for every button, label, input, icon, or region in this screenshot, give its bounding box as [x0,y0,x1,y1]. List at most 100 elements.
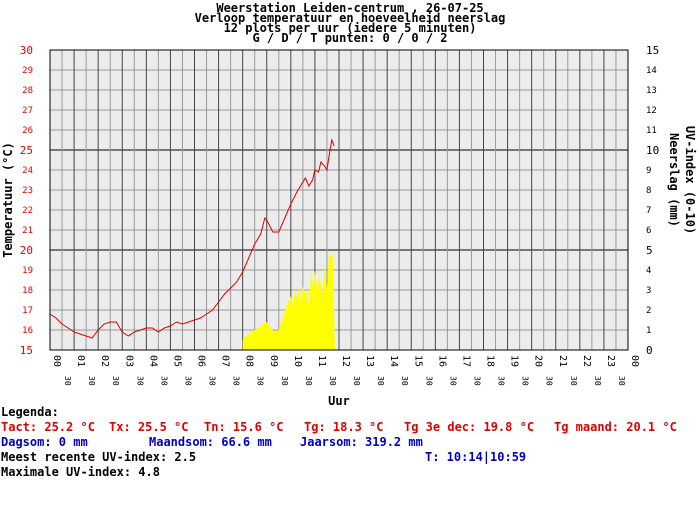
x-tick-label: 23 [605,355,616,367]
x-tick-label: 11 [316,355,327,367]
legend-tact: Tact: 25.2 °C [1,420,95,434]
x-minor-tick-label: 30 [63,376,72,386]
x-axis-label: Uur [328,394,350,408]
y-tick-label: 25 [20,144,33,157]
y2-tick-label: 2 [646,306,651,316]
x-minor-tick-label: 30 [521,376,530,386]
x-tick-label: 02 [99,355,110,367]
x-tick-label: 12 [340,355,351,367]
x-minor-tick-label: 30 [135,376,144,386]
x-tick-label: 20 [533,355,544,367]
legend-uv-time: T: 10:14|10:59 [425,450,527,464]
y2-tick-label: 12 [646,106,657,116]
y-tick-label: 17 [22,306,33,316]
legend-tn: Tn: 15.6 °C [204,420,284,434]
x-minor-tick-label: 30 [545,376,554,386]
x-tick-label: 14 [388,355,399,367]
y-tick-label: 23 [22,186,33,196]
x-tick-label: 06 [196,355,207,367]
y-tick-label: 16 [22,326,33,336]
y-tick-label: 21 [22,226,33,236]
y-tick-label: 18 [22,286,33,296]
legend-dagsom: Dagsom: 0 mm [1,435,88,449]
x-minor-tick-label: 30 [256,376,265,386]
x-minor-tick-label: 30 [87,376,96,386]
x-tick-label: 00 [629,355,640,367]
legend-uv-max: Maximale UV-index: 4.8 [1,465,160,479]
x-minor-tick-label: 30 [304,376,313,386]
y3-axis-label: UV-index (0-10) [683,126,697,234]
legend-jaarsom: Jaarsom: 319.2 mm [300,435,423,449]
x-minor-tick-label: 30 [376,376,385,386]
x-tick-label: 22 [581,355,592,367]
legend-tg-maand: Tg maand: 20.1 °C [554,420,677,434]
x-tick-label: 01 [75,355,86,367]
x-tick-label: 21 [557,355,568,367]
x-minor-tick-label: 30 [400,376,409,386]
x-minor-tick-label: 30 [352,376,361,386]
y2-tick-label: 14 [646,66,657,76]
y2-tick-label: 1 [646,326,651,336]
x-tick-label: 18 [485,355,496,367]
x-tick-label: 00 [51,355,62,367]
temperature-chart: 1516171819202122232425262728293001234567… [1,44,697,408]
x-minor-tick-label: 30 [472,376,481,386]
x-tick-label: 09 [268,355,279,367]
x-minor-tick-label: 30 [328,376,337,386]
x-tick-label: 15 [412,355,423,367]
x-minor-tick-label: 30 [424,376,433,386]
y2-axis-label: Neerslag (mm) [667,133,681,227]
x-tick-label: 03 [123,355,134,367]
legend-tg-3e-dec: Tg 3e dec: 19.8 °C [404,420,535,434]
y2-tick-label: 4 [646,266,651,276]
x-minor-tick-label: 30 [497,376,506,386]
legend-heading: Legenda: [1,405,59,419]
plot-frame [49,49,629,351]
y-axis-label: Temperatuur (°C) [1,142,15,258]
y-tick-label: 22 [22,206,33,216]
y-tick-label: 19 [22,266,33,276]
x-tick-label: 07 [220,355,231,367]
y-tick-label: 26 [22,126,33,136]
y2-tick-label: 5 [646,244,653,257]
chart-title: Weerstation Leiden-centrum , 26-07-25 [216,1,484,15]
y2-tick-label: 0 [646,344,653,357]
y2-tick-label: 15 [646,44,659,57]
y2-tick-label: 13 [646,86,657,96]
y-tick-label: 24 [22,166,33,176]
x-tick-label: 05 [171,355,182,367]
x-minor-tick-label: 30 [183,376,192,386]
legend-tg: Tg: 18.3 °C [304,420,384,434]
x-minor-tick-label: 30 [448,376,457,386]
y-tick-label: 15 [20,344,33,357]
y2-tick-label: 3 [646,286,651,296]
y-tick-label: 29 [22,66,33,76]
uv-index-area [242,252,335,350]
x-minor-tick-label: 30 [617,376,626,386]
chart-points-info: G / D / T punten: 0 / 0 / 2 [252,31,448,45]
legend-maandsom: Maandsom: 66.6 mm [149,435,272,449]
x-minor-tick-label: 30 [232,376,241,386]
x-tick-label: 10 [292,355,303,367]
y2-tick-label: 7 [646,206,651,216]
temperature-line [49,138,335,339]
x-tick-label: 04 [147,355,158,367]
y-tick-label: 30 [20,44,33,57]
chart-subtitle: Verloop temperatuur en hoeveelheid neers… [194,11,506,25]
y2-tick-label: 10 [646,144,659,157]
y-tick-label: 27 [22,106,33,116]
x-minor-tick-label: 30 [593,376,602,386]
x-tick-label: 16 [436,355,447,367]
x-tick-label: 13 [364,355,375,367]
y2-tick-label: 6 [646,226,651,236]
y2-tick-label: 9 [646,166,651,176]
legend-tx: Tx: 25.5 °C [109,420,189,434]
x-tick-label: 08 [244,355,255,367]
y-tick-label: 28 [22,86,33,96]
x-tick-label: 19 [509,355,520,367]
x-minor-tick-label: 30 [208,376,217,386]
x-tick-label: 17 [460,355,471,367]
x-minor-tick-label: 30 [569,376,578,386]
x-minor-tick-label: 30 [280,376,289,386]
legend-uv-recent: Meest recente UV-index: 2.5 [1,450,197,464]
